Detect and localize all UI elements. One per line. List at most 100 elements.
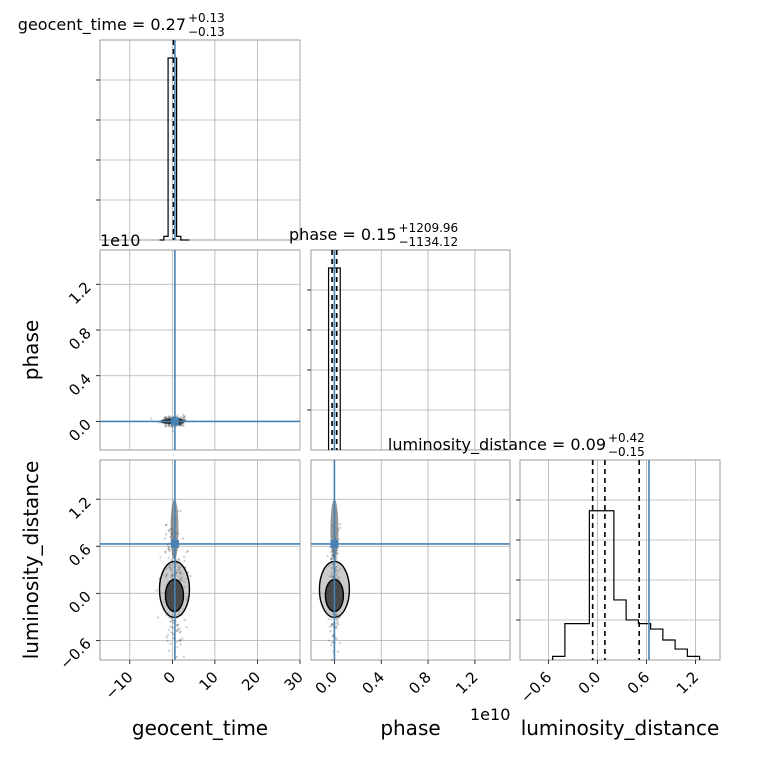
xtick-label-geocent_time-0: −10 xyxy=(102,668,137,703)
scatter-point xyxy=(178,638,182,641)
scatter-point xyxy=(336,618,339,622)
scatter-point xyxy=(164,533,168,536)
scatter-point xyxy=(179,639,182,642)
scatter-point xyxy=(182,415,185,418)
scatter-point xyxy=(176,646,179,649)
scatter-point xyxy=(167,556,170,560)
scatter-point xyxy=(167,415,171,418)
scatter-point xyxy=(159,556,162,559)
scatter-point xyxy=(171,618,174,622)
scatter-point xyxy=(335,637,339,641)
hist-luminosity_distance xyxy=(552,510,701,660)
scatter-point xyxy=(167,416,171,419)
scatter-point xyxy=(185,551,188,554)
scatter-point xyxy=(167,424,171,427)
scatter-point xyxy=(181,413,185,417)
scatter-point xyxy=(168,415,171,419)
scatter-point xyxy=(183,619,187,622)
scatter-point xyxy=(338,526,342,530)
scatter-point xyxy=(165,614,168,617)
scatter-point xyxy=(167,423,171,427)
panel-geocent_time-hist xyxy=(99,39,301,241)
scatter-point xyxy=(329,629,332,633)
scatter-point xyxy=(169,620,172,623)
xtick-label-luminosity_distance-1: 0.0 xyxy=(575,668,605,698)
scatter-point xyxy=(163,416,166,420)
scatter-point xyxy=(178,639,181,643)
scatter-point xyxy=(155,589,158,592)
scatter-point xyxy=(164,551,167,554)
scatter-point xyxy=(189,574,192,578)
scatter-point xyxy=(165,424,168,427)
ytick-label-luminosity_distance-1: 0.0 xyxy=(65,587,95,617)
title-sub-luminosity_distance: −0.15 xyxy=(608,445,645,459)
scatter-point xyxy=(177,623,180,626)
xlabel-luminosity_distance: luminosity_distance xyxy=(521,716,720,740)
ytick-label-phase-2: 0.8 xyxy=(65,324,95,354)
scatter-point xyxy=(165,523,168,527)
scatter-point xyxy=(328,625,332,628)
scatter-point xyxy=(329,558,333,561)
truth-marker-panel-luminosity_distance-vs-geocent_time xyxy=(170,539,179,548)
scatter-point xyxy=(177,558,180,562)
scatter-point xyxy=(329,556,333,560)
title-sup-luminosity_distance: +0.42 xyxy=(608,431,645,445)
scatter-point xyxy=(167,546,170,549)
scatter-point xyxy=(164,425,167,428)
scatter-point xyxy=(165,523,168,527)
scatter-point xyxy=(176,623,179,627)
truth-marker-panel-luminosity_distance-vs-phase xyxy=(330,539,339,548)
scatter-point xyxy=(179,424,183,427)
scatter-point xyxy=(335,627,338,630)
scatter-point xyxy=(164,416,167,419)
title-sup-phase: +1209.96 xyxy=(399,221,459,235)
scatter-point xyxy=(327,639,331,642)
scatter-point xyxy=(182,655,186,659)
scatter-point xyxy=(168,548,171,551)
xlabel-phase: phase xyxy=(380,716,440,740)
scatter-point xyxy=(167,529,170,533)
scatter-point xyxy=(164,550,167,553)
ytick-label-luminosity_distance-3: 1.2 xyxy=(65,493,95,523)
scatter-point xyxy=(163,537,167,540)
title-phase: phase = 0.15 xyxy=(289,225,396,244)
scatter-point xyxy=(326,555,329,558)
scatter-point xyxy=(335,622,338,625)
truth-layer xyxy=(100,40,650,660)
scatter-point xyxy=(330,624,333,627)
scatter-point xyxy=(179,643,182,646)
scatter-point xyxy=(164,424,168,428)
scatter-point xyxy=(167,424,171,428)
scatter-point xyxy=(330,623,334,626)
scatter-point xyxy=(175,629,179,632)
scatter-point xyxy=(176,414,179,418)
xtick-label-geocent_time-4: 30 xyxy=(281,668,307,694)
scatter-point xyxy=(336,650,339,653)
xtick-label-phase-0: 0.0 xyxy=(312,668,342,698)
scatter-point xyxy=(175,655,179,659)
scatter-point xyxy=(179,630,182,633)
scatter-point xyxy=(175,624,179,627)
scatter-point xyxy=(164,417,167,420)
scatter-point xyxy=(177,557,181,561)
xtick-label-phase-1: 0.4 xyxy=(358,668,388,698)
scatter-point xyxy=(172,632,175,635)
axes-layer xyxy=(96,39,721,664)
scatter-point xyxy=(327,617,330,621)
xtick-label-luminosity_distance-3: 1.2 xyxy=(673,668,703,698)
ytick-label-phase-3: 1.2 xyxy=(65,278,95,308)
scatter-point xyxy=(175,629,179,633)
panel-phase-vs-geocent_time xyxy=(99,249,301,451)
ylabel-phase: phase xyxy=(19,320,43,380)
panel-phase-hist xyxy=(310,249,511,451)
scatter-point xyxy=(183,416,186,420)
title-luminosity_distance: luminosity_distance = 0.09 xyxy=(388,435,606,455)
scatter-point xyxy=(336,552,339,555)
scatter-point xyxy=(171,430,175,433)
scatter-point xyxy=(170,620,173,623)
panel-luminosity_distance-hist xyxy=(519,459,721,661)
scatter-point xyxy=(170,424,173,428)
scatter-point xyxy=(331,640,334,644)
xtick-label-luminosity_distance-2: 0.6 xyxy=(624,668,654,698)
